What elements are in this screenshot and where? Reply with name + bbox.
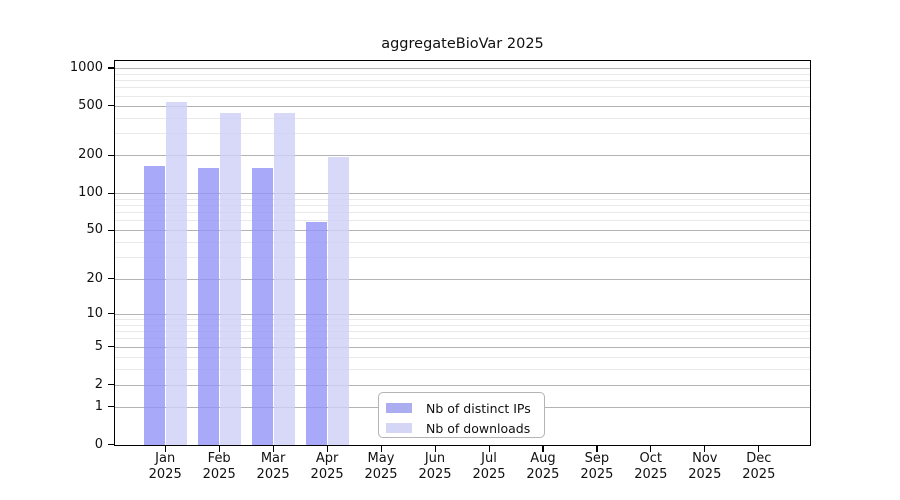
gridline-minor-30	[115, 257, 810, 259]
y-tick-mark-1	[108, 406, 114, 408]
x-tick-mark-sep	[596, 446, 598, 452]
bar-distinct-ips-mar	[251, 167, 273, 445]
bar-distinct-ips-feb	[197, 168, 219, 445]
gridline-minor-8	[115, 324, 810, 326]
x-tick-mark-apr	[326, 446, 328, 452]
gridline-major-100	[115, 193, 810, 194]
y-tick-label-1000: 1000	[69, 59, 103, 75]
x-tick-mark-may	[380, 446, 382, 452]
x-tick-label-nov: Nov 2025	[688, 451, 722, 482]
x-tick-mark-aug	[542, 446, 544, 452]
y-tick-label-200: 200	[78, 147, 103, 163]
gridline-minor-300	[115, 133, 810, 135]
x-tick-mark-mar	[272, 446, 274, 452]
y-tick-label-1: 1	[94, 398, 103, 414]
legend-swatch-distinct-ips	[386, 403, 412, 413]
gridline-minor-6	[115, 338, 810, 340]
y-tick-label-2: 2	[94, 376, 103, 392]
x-tick-mark-nov	[704, 446, 706, 452]
gridline-minor-90	[115, 198, 810, 200]
bar-distinct-ips-apr	[305, 222, 327, 445]
y-tick-label-5: 5	[94, 338, 103, 354]
gridline-minor-7	[115, 331, 810, 333]
x-tick-label-mar: Mar 2025	[256, 451, 290, 482]
x-tick-label-dec: Dec 2025	[742, 451, 776, 482]
gridline-minor-600	[115, 95, 810, 97]
x-tick-label-jul: Jul 2025	[472, 451, 506, 482]
legend-swatch-downloads	[386, 423, 412, 433]
x-tick-mark-jul	[488, 446, 490, 452]
legend-label-downloads: Nb of downloads	[426, 420, 531, 436]
gridline-major-50	[115, 230, 810, 232]
gridline-minor-700	[115, 87, 810, 89]
x-axis: Jan 2025 Feb 2025 Mar 2025 Apr 2025 May 2025…	[115, 446, 812, 496]
y-tick-label-20: 20	[86, 270, 103, 286]
x-tick-mark-oct	[650, 446, 652, 452]
gridline-major-200	[115, 155, 810, 157]
gridline-minor-900	[115, 73, 810, 75]
y-tick-mark-2	[108, 384, 114, 386]
gridline-minor-800	[115, 80, 810, 82]
x-tick-mark-jan	[164, 446, 166, 452]
y-tick-mark-1000	[108, 67, 114, 69]
x-tick-label-jun: Jun 2025	[418, 451, 452, 482]
y-tick-mark-100	[108, 192, 114, 194]
gridline-major-1000	[115, 67, 810, 69]
x-tick-label-oct: Oct 2025	[634, 451, 668, 482]
y-tick-mark-0	[108, 444, 114, 446]
bar-downloads-jan	[165, 101, 187, 445]
bar-downloads-apr	[327, 156, 349, 445]
gridline-major-5	[115, 346, 810, 348]
gridline-minor-70	[115, 212, 810, 214]
gridline-minor-3	[115, 368, 810, 370]
legend: Nb of distinct IPs Nb of downloads	[378, 392, 545, 438]
y-tick-mark-20	[108, 278, 114, 280]
x-tick-mark-jun	[434, 446, 436, 452]
gridline-major-2	[115, 384, 810, 386]
gridline-major-20	[115, 278, 810, 280]
bar-downloads-mar	[273, 112, 295, 445]
x-tick-label-aug: Aug 2025	[526, 451, 560, 482]
chart-title: aggregateBioVar 2025	[381, 36, 544, 52]
x-tick-label-sep: Sep 2025	[580, 451, 614, 482]
y-tick-mark-50	[108, 229, 114, 231]
y-tick-label-100: 100	[78, 185, 103, 200]
x-tick-mark-feb	[218, 446, 220, 452]
y-tick-mark-10	[108, 313, 114, 315]
plot-area	[114, 60, 811, 446]
gridline-minor-9	[115, 319, 810, 320]
y-tick-mark-5	[108, 346, 114, 348]
gridline-major-500	[115, 105, 810, 107]
y-tick-label-10: 10	[86, 305, 103, 321]
y-tick-mark-200	[108, 154, 114, 157]
y-tick-mark-500	[108, 105, 114, 107]
gridline-major-10	[115, 313, 810, 315]
gridline-minor-4	[115, 356, 810, 358]
x-tick-label-may: May 2025	[364, 451, 398, 482]
y-tick-label-500: 500	[78, 97, 103, 113]
legend-label-distinct-ips: Nb of distinct IPs	[426, 400, 531, 416]
gridline-minor-80	[115, 205, 810, 206]
gridline-minor-60	[115, 220, 810, 222]
x-tick-label-apr: Apr 2025	[310, 451, 344, 482]
x-tick-label-feb: Feb 2025	[202, 451, 236, 482]
y-tick-label-50: 50	[86, 222, 103, 238]
gridline-minor-400	[115, 117, 810, 119]
x-tick-mark-dec	[758, 446, 760, 452]
y-tick-label-0: 0	[94, 436, 103, 452]
legend-item-downloads: Nb of downloads	[386, 418, 536, 438]
x-tick-label-jan: Jan 2025	[148, 451, 182, 482]
legend-item-distinct-ips: Nb of distinct IPs	[386, 398, 536, 418]
bar-downloads-feb	[219, 112, 241, 445]
gridline-minor-40	[115, 242, 810, 244]
bar-distinct-ips-jan	[143, 165, 165, 445]
y-axis: 0 1 2 5 10 20 50 100 200 500 1000	[0, 59, 114, 452]
